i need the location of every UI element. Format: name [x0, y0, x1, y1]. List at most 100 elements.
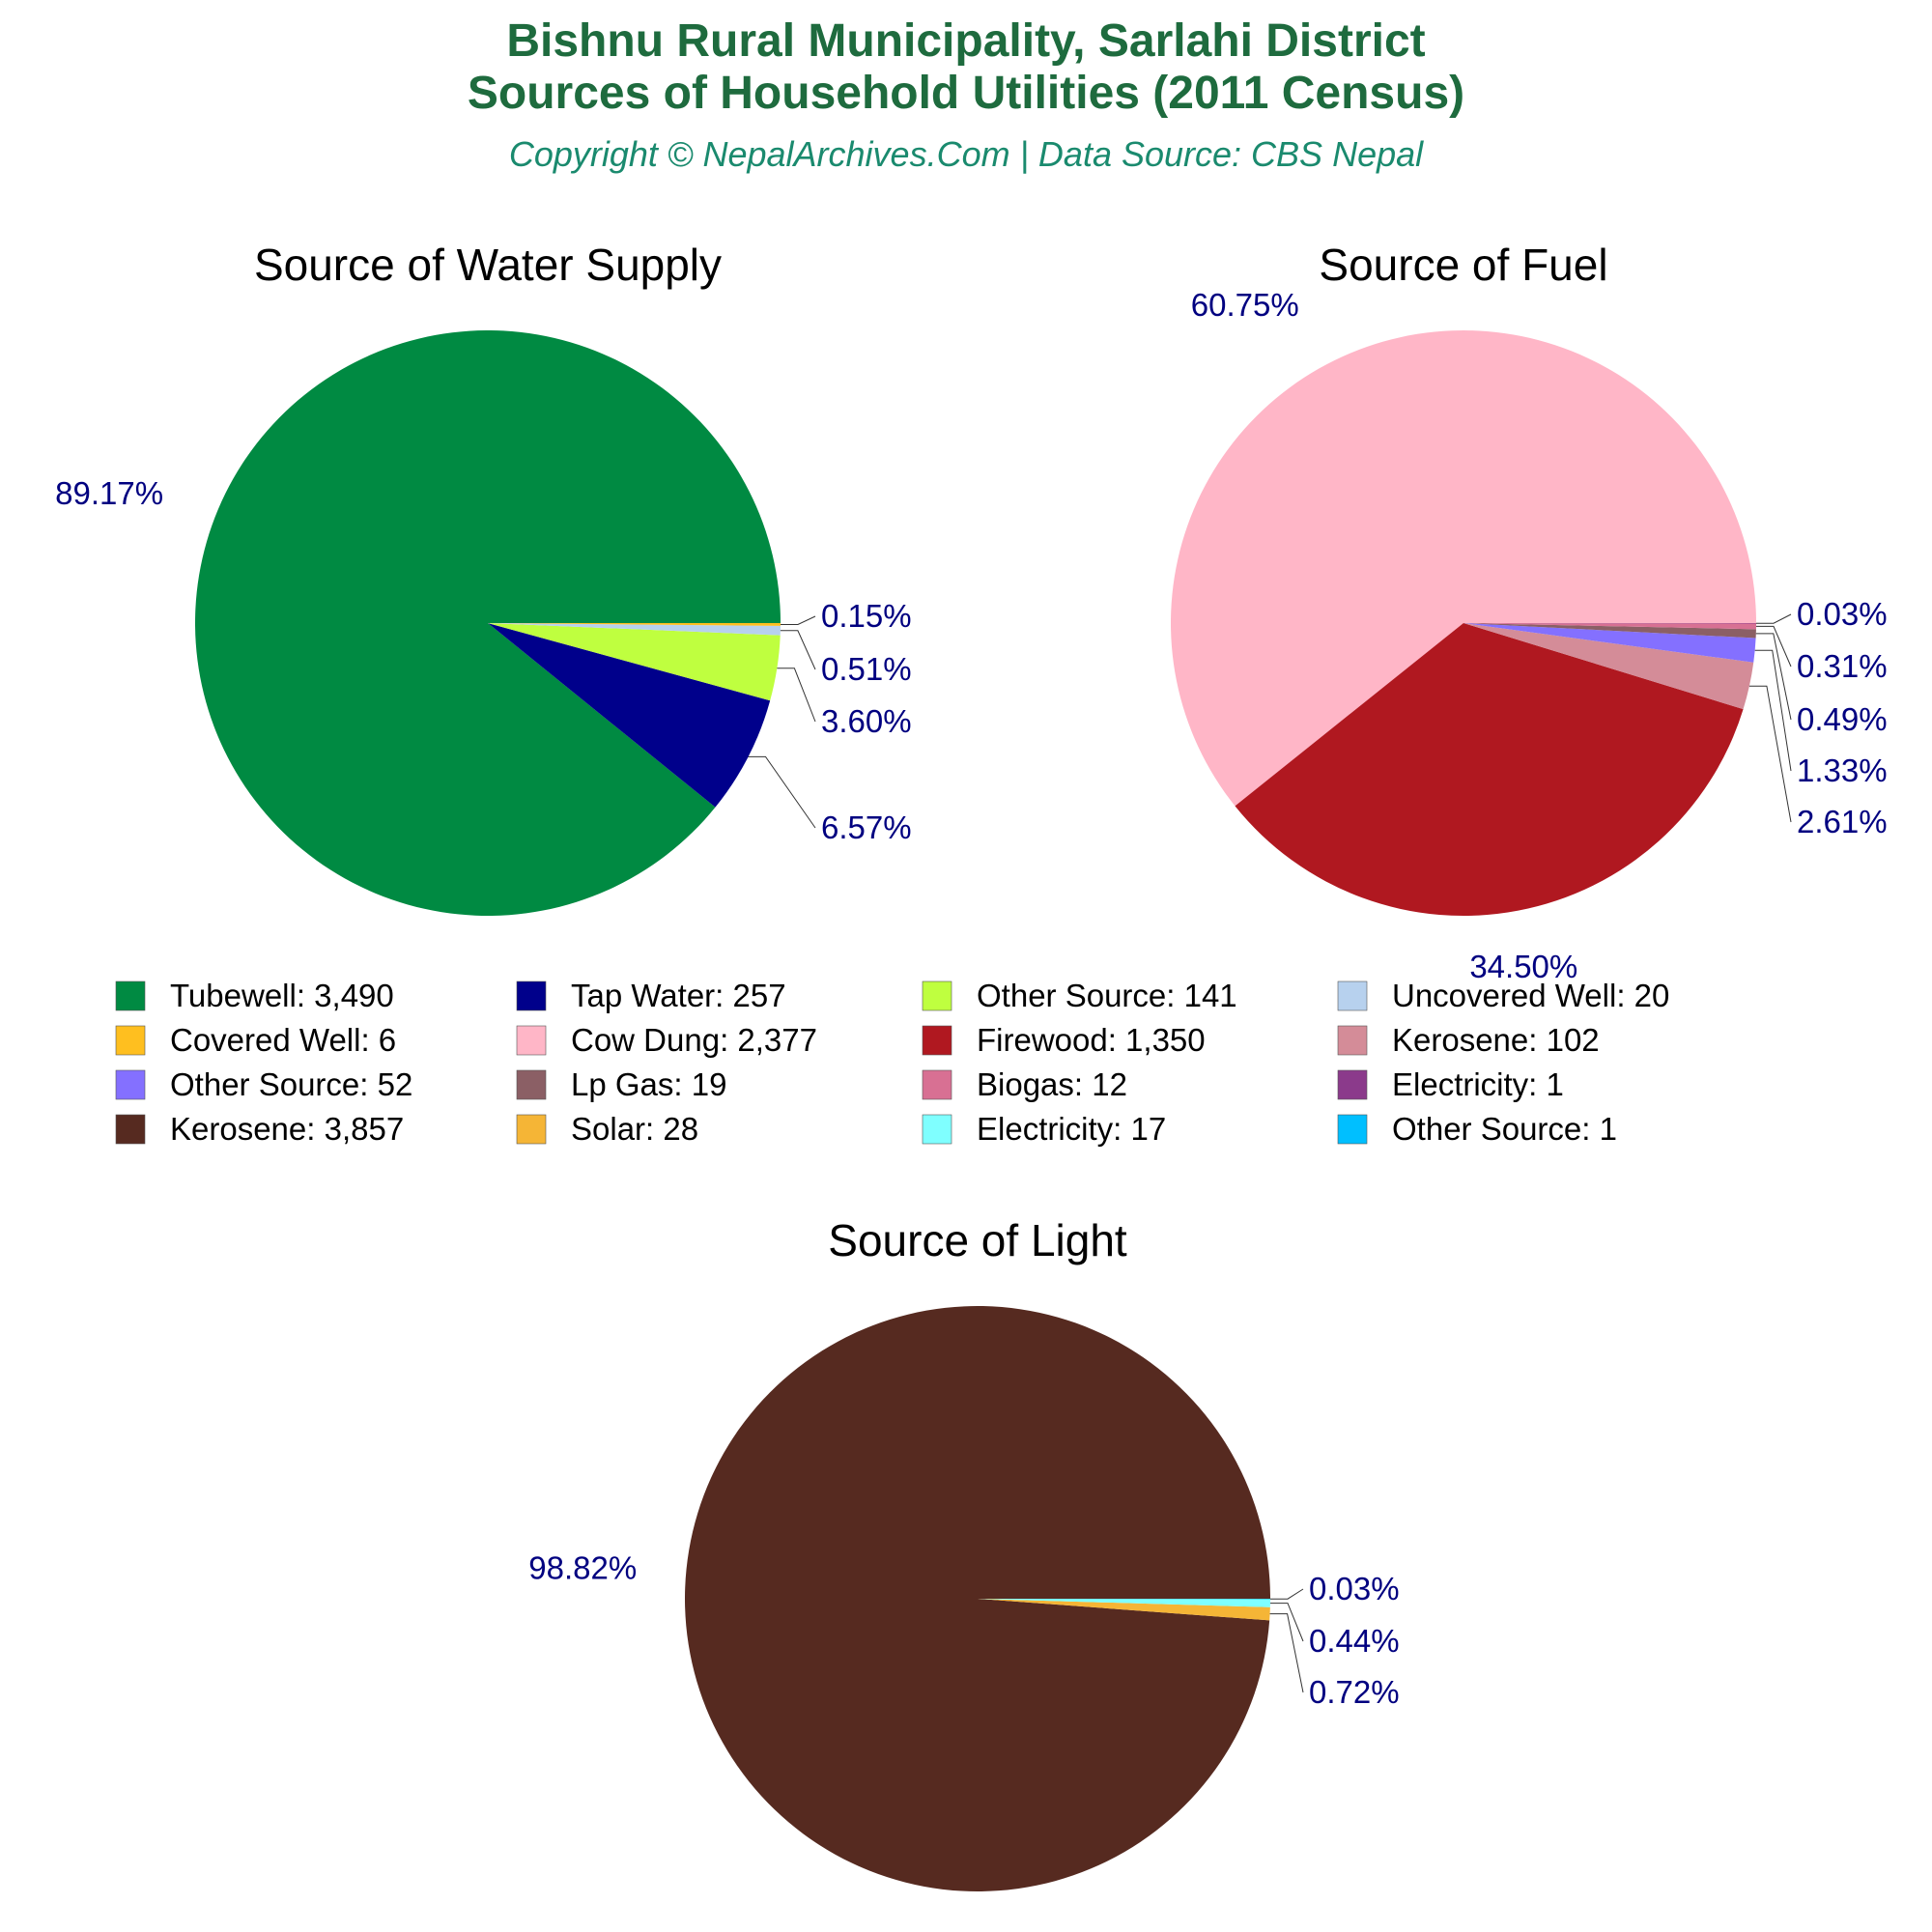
legend-label: Kerosene: 3,857 — [170, 1111, 404, 1147]
pie-percent-label: 0.31% — [1797, 648, 1888, 684]
pie-slice — [1463, 623, 1754, 710]
legend-item: Tubewell: 3,490 — [115, 978, 394, 1013]
pie-percent-label: 0.51% — [821, 651, 912, 687]
pie-leader-line — [1270, 1588, 1304, 1600]
pie-leader-line — [1755, 633, 1792, 721]
pie-percent-label: 1.33% — [1797, 753, 1888, 788]
legend-item: Tap Water: 257 — [516, 978, 786, 1013]
legend-item: Solar: 28 — [516, 1111, 698, 1147]
pie-title: Source of Fuel — [1319, 240, 1607, 290]
pie-slice — [1170, 330, 1756, 807]
legend-swatch — [516, 1025, 547, 1056]
legend-label: Other Source: 1 — [1392, 1111, 1617, 1147]
legend-swatch — [115, 1114, 146, 1145]
pie-slice — [1463, 623, 1756, 630]
pie-percent-label: 0.44% — [1309, 1623, 1400, 1659]
legend-item: Uncovered Well: 20 — [1337, 978, 1669, 1013]
chart-header: Bishnu Rural Municipality, Sarlahi Distr… — [468, 15, 1464, 174]
pie-percent-label: 89.17% — [55, 475, 163, 511]
pie-percent-label: 0.03% — [1309, 1571, 1400, 1606]
legend-swatch — [1337, 1069, 1368, 1100]
pie-leader-line — [1269, 1613, 1304, 1693]
pie-leader-line — [1270, 1603, 1304, 1642]
legend-item: Electricity: 1 — [1337, 1066, 1564, 1102]
legend-swatch — [1337, 1114, 1368, 1145]
chart-title-line2: Sources of Household Utilities (2011 Cen… — [468, 68, 1464, 119]
legend-item: Biogas: 12 — [922, 1066, 1127, 1102]
legend-swatch — [922, 1114, 952, 1145]
pie-title: Source of Water Supply — [254, 240, 722, 290]
legend-swatch — [115, 980, 146, 1011]
legend-item: Lp Gas: 19 — [516, 1066, 726, 1102]
legend-label: Tubewell: 3,490 — [170, 978, 394, 1013]
pie-slice — [978, 1599, 1270, 1621]
legend-swatch — [1337, 980, 1368, 1011]
pie-leader-line — [1756, 625, 1792, 668]
legend-item: Cow Dung: 2,377 — [516, 1022, 817, 1058]
legend-swatch — [115, 1069, 146, 1100]
pie-percent-label: 6.57% — [821, 810, 912, 845]
pie-slice — [488, 623, 781, 636]
legend-item: Firewood: 1,350 — [922, 1022, 1206, 1058]
chart-title-line1: Bishnu Rural Municipality, Sarlahi Distr… — [506, 15, 1425, 67]
legend-label: Firewood: 1,350 — [977, 1022, 1206, 1058]
pie-slice — [1463, 623, 1756, 639]
legend-swatch — [516, 1114, 547, 1145]
legend-label: Solar: 28 — [571, 1111, 698, 1147]
pie-charts: Source of Water Supply 89.17% 6.57% 3.60% 0.… — [55, 240, 1888, 1892]
legend: Tubewell: 3,490 Tap Water: 257 Other Sourc… — [115, 978, 1669, 1147]
pie-percent-label: 2.61% — [1797, 804, 1888, 839]
legend-item: Kerosene: 102 — [1337, 1022, 1600, 1058]
legend-swatch — [922, 980, 952, 1011]
legend-label: Electricity: 17 — [977, 1111, 1166, 1147]
legend-item: Covered Well: 6 — [115, 1022, 396, 1058]
legend-swatch — [516, 980, 547, 1011]
pie-percent-label: 0.15% — [821, 598, 912, 634]
pie-chart-3: Source of Light 98.82% 0.72% 0.44% 0.03% — [528, 1215, 1400, 1892]
legend-swatch — [922, 1025, 952, 1056]
legend-label: Cow Dung: 2,377 — [571, 1022, 817, 1058]
pie-leader-line — [1754, 649, 1792, 772]
pie-slice — [1463, 623, 1756, 663]
legend-label: Biogas: 12 — [977, 1066, 1127, 1102]
legend-item: Electricity: 17 — [922, 1111, 1166, 1147]
legend-item: Other Source: 1 — [1337, 1111, 1617, 1147]
chart-subtitle: Copyright © NepalArchives.Com | Data Sou… — [509, 134, 1424, 174]
pie-percent-label: 0.03% — [1797, 596, 1888, 632]
pie-percent-label: 3.60% — [821, 703, 912, 739]
pie-percent-label: 34.50% — [1469, 949, 1577, 984]
legend-swatch — [115, 1025, 146, 1056]
pie-leader-line — [748, 755, 816, 829]
legend-label: Covered Well: 6 — [170, 1022, 396, 1058]
pie-percent-label: 0.49% — [1797, 701, 1888, 737]
pie-slice — [195, 330, 781, 917]
pie-percent-label: 98.82% — [528, 1550, 637, 1586]
pie-leader-line — [1748, 685, 1792, 823]
legend-label: Electricity: 1 — [1392, 1066, 1564, 1102]
legend-item: Other Source: 52 — [115, 1066, 412, 1102]
pie-title: Source of Light — [828, 1215, 1127, 1265]
legend-swatch — [1337, 1025, 1368, 1056]
legend-label: Tap Water: 257 — [571, 978, 786, 1013]
pie-slice — [488, 623, 781, 626]
legend-item: Other Source: 141 — [922, 978, 1237, 1013]
pie-slice — [685, 1306, 1270, 1892]
pie-percent-label: 60.75% — [1191, 287, 1299, 323]
pie-slice — [488, 623, 771, 808]
pie-slice — [978, 1599, 1270, 1607]
legend-item: Kerosene: 3,857 — [115, 1111, 404, 1147]
pie-chart-2: Source of Fuel 60.75% 34.50% 2.61% 1.33% 0.49… — [1170, 240, 1888, 984]
pie-leader-line — [780, 630, 816, 670]
pie-leader-line — [1756, 613, 1792, 624]
legend-label: Lp Gas: 19 — [571, 1066, 726, 1102]
pie-chart-1: Source of Water Supply 89.17% 6.57% 3.60% 0.… — [55, 240, 912, 917]
legend-label: Other Source: 52 — [170, 1066, 412, 1102]
legend-label: Other Source: 141 — [977, 978, 1237, 1013]
legend-label: Uncovered Well: 20 — [1392, 978, 1669, 1013]
pie-percent-label: 0.72% — [1309, 1674, 1400, 1710]
legend-label: Kerosene: 102 — [1392, 1022, 1600, 1058]
pie-slice — [488, 623, 781, 701]
legend-swatch — [516, 1069, 547, 1100]
legend-swatch — [922, 1069, 952, 1100]
